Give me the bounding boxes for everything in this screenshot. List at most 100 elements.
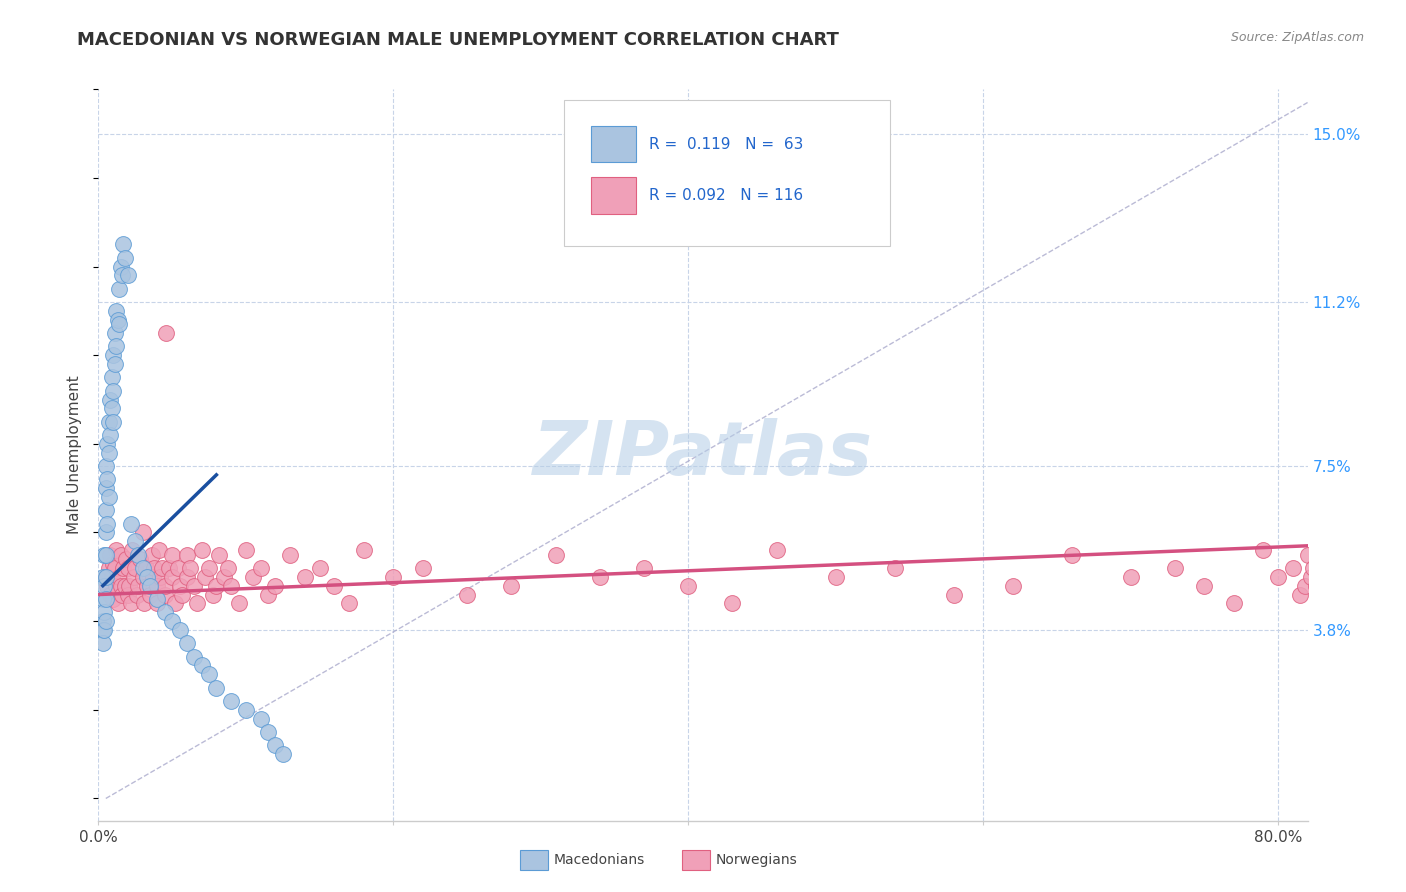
Point: [264, 739, 287, 753]
Point: [153, 579, 176, 593]
Point: [143, 561, 166, 575]
Point: [589, 570, 612, 584]
Point: [128, 552, 150, 566]
Point: [131, 570, 153, 584]
Point: [155, 326, 177, 340]
Point: [101, 592, 124, 607]
Point: [93, 605, 115, 619]
Point: [160, 570, 183, 584]
Point: [150, 561, 173, 575]
Point: [97, 415, 120, 429]
Point: [146, 592, 169, 607]
Point: [235, 703, 257, 717]
Point: [1305, 579, 1327, 593]
Point: [101, 415, 124, 429]
Point: [544, 548, 567, 562]
Point: [98, 548, 121, 562]
Point: [104, 326, 127, 340]
Point: [205, 681, 228, 695]
Point: [135, 561, 157, 575]
Point: [148, 543, 170, 558]
Point: [323, 579, 346, 593]
Point: [1299, 570, 1322, 584]
Point: [165, 596, 187, 610]
Point: [96, 472, 118, 486]
Point: [1267, 570, 1289, 584]
Point: [765, 543, 787, 558]
Point: [176, 570, 198, 584]
Point: [100, 370, 122, 384]
Point: [107, 596, 129, 610]
Point: [190, 543, 212, 558]
Text: MACEDONIAN VS NORWEGIAN MALE UNEMPLOYMENT CORRELATION CHART: MACEDONIAN VS NORWEGIAN MALE UNEMPLOYMEN…: [77, 31, 839, 49]
Point: [131, 525, 153, 540]
Point: [257, 725, 280, 739]
Point: [111, 268, 134, 283]
Point: [1294, 579, 1316, 593]
Point: [127, 579, 149, 593]
Point: [97, 561, 120, 575]
Point: [96, 579, 118, 593]
Point: [136, 570, 159, 584]
Point: [1289, 588, 1312, 602]
Y-axis label: Male Unemployment: Male Unemployment: [67, 376, 83, 534]
Point: [105, 579, 128, 593]
Point: [124, 534, 146, 549]
Point: [271, 747, 294, 761]
Point: [108, 570, 131, 584]
Point: [1331, 561, 1354, 575]
Point: [678, 579, 700, 593]
Point: [100, 570, 122, 584]
Point: [91, 636, 114, 650]
Point: [157, 561, 180, 575]
Point: [153, 605, 176, 619]
Point: [114, 579, 136, 593]
Point: [117, 268, 139, 283]
Point: [118, 579, 141, 593]
Point: [93, 548, 115, 562]
Point: [105, 543, 128, 558]
Point: [721, 596, 744, 610]
Point: [1320, 588, 1343, 602]
Point: [101, 384, 124, 398]
Point: [117, 561, 139, 575]
Text: Macedonians: Macedonians: [554, 853, 645, 867]
Point: [1282, 561, 1305, 575]
Point: [91, 614, 114, 628]
Point: [382, 570, 405, 584]
Point: [101, 557, 124, 571]
Point: [1308, 596, 1330, 610]
Point: [153, 588, 176, 602]
Point: [242, 570, 264, 584]
Point: [110, 579, 132, 593]
Point: [142, 570, 165, 584]
Point: [94, 614, 117, 628]
Point: [127, 548, 149, 562]
Point: [104, 561, 127, 575]
Point: [169, 579, 191, 593]
Point: [134, 596, 156, 610]
Point: [235, 543, 257, 558]
Point: [94, 503, 117, 517]
Point: [120, 596, 142, 610]
Point: [121, 543, 143, 558]
Point: [1253, 543, 1275, 558]
Point: [139, 588, 162, 602]
Point: [107, 312, 129, 326]
Point: [456, 588, 478, 602]
Point: [1060, 548, 1083, 562]
Point: [94, 548, 117, 562]
Point: [1296, 548, 1319, 562]
Point: [294, 570, 316, 584]
Point: [183, 649, 205, 664]
Text: Norwegians: Norwegians: [716, 853, 797, 867]
Point: [190, 658, 212, 673]
Point: [120, 516, 142, 531]
Point: [633, 561, 655, 575]
Point: [219, 579, 242, 593]
Point: [98, 588, 121, 602]
Point: [100, 401, 122, 416]
Point: [114, 251, 136, 265]
Point: [1329, 570, 1351, 584]
Point: [167, 561, 190, 575]
